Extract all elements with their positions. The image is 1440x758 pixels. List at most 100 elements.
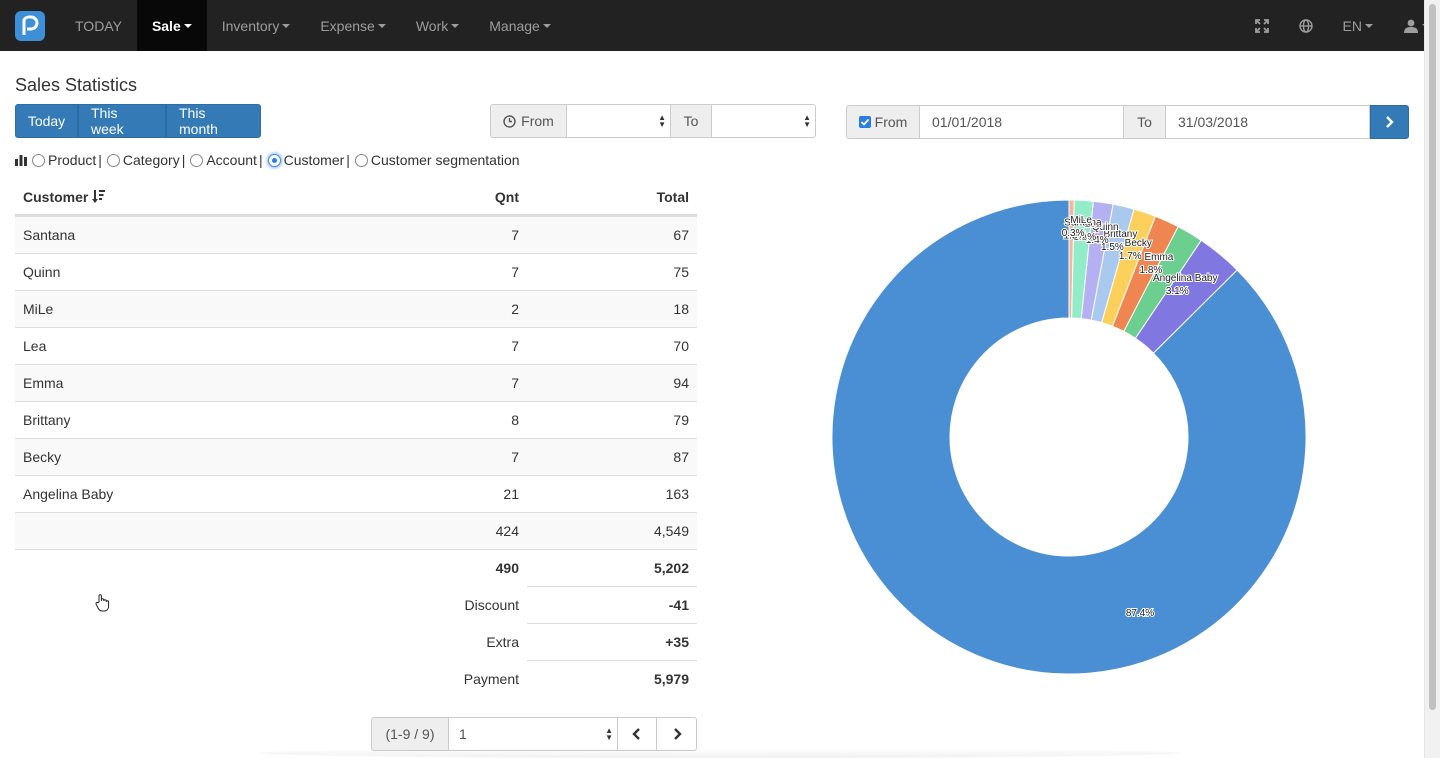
select-arrows-icon: ▲ ▼ xyxy=(658,113,666,129)
date-from-addon[interactable]: From xyxy=(846,105,920,139)
nav-inventory[interactable]: Inventory xyxy=(207,0,306,51)
payment-row: Payment 5,979 xyxy=(15,660,697,697)
date-filter-checkbox[interactable] xyxy=(858,116,871,128)
donut-slice-other[interactable] xyxy=(831,199,1307,675)
discount-value: -41 xyxy=(527,586,697,623)
pagination: (1-9 / 9) 1 ▲ ▼ xyxy=(371,717,697,751)
table-row[interactable]: Emma 7 94 xyxy=(15,364,697,401)
slice-name-label: MiLe xyxy=(1070,215,1092,226)
slice-name-label: Becky xyxy=(1125,238,1152,249)
slice-percent-label: 1.5% xyxy=(1101,242,1124,253)
payment-label: Payment xyxy=(463,670,519,687)
sort-desc-icon xyxy=(92,189,106,203)
table-row[interactable]: Brittany 8 79 xyxy=(15,401,697,438)
slice-percent-label: 1.8% xyxy=(1140,265,1163,276)
date-filter: From 01/01/2018 To 31/03/2018 xyxy=(846,105,1409,139)
nav-manage[interactable]: Manage xyxy=(474,0,566,51)
table-row[interactable]: MiLe 2 18 xyxy=(15,290,697,327)
caret-down-icon xyxy=(282,23,291,28)
group-by-options: Product | Category | Account | Customer | Cu… xyxy=(15,150,520,170)
total-sum: 5,202 xyxy=(653,560,689,576)
qnt-column-header[interactable]: Qnt xyxy=(494,188,519,205)
chevron-left-icon xyxy=(632,728,640,740)
clock-icon xyxy=(503,114,516,128)
slice-percent-label: 0.3% xyxy=(1062,228,1085,239)
payment-value: 5,979 xyxy=(527,660,697,697)
scrollbar-thumb[interactable] xyxy=(1429,4,1436,710)
date-to-addon: To xyxy=(1124,105,1166,139)
language-menu[interactable]: EN xyxy=(1328,0,1388,51)
globe-icon[interactable] xyxy=(1284,0,1328,51)
nav-sale[interactable]: Sale xyxy=(136,0,207,51)
time-from-select[interactable]: ▲ ▼ xyxy=(567,104,671,138)
caret-down-icon xyxy=(183,23,192,28)
slice-percent-label: 87.4% xyxy=(1126,608,1154,619)
table-row[interactable]: Santana 7 67 xyxy=(15,216,697,253)
bar-chart-icon xyxy=(15,155,27,166)
chevron-right-icon xyxy=(1385,116,1394,128)
prev-page-button[interactable] xyxy=(618,717,657,751)
sales-table: Customer Qnt Total Santana 7 67 Quinn 7 75 M… xyxy=(15,179,697,697)
slice-percent-label: 3.1% xyxy=(1166,286,1189,297)
time-to-select[interactable]: ▲ ▼ xyxy=(712,104,816,138)
period-button-group: Today This week This month xyxy=(15,104,261,138)
nav-right: EN xyxy=(1240,0,1440,51)
app-logo[interactable] xyxy=(0,0,60,51)
caret-down-icon xyxy=(377,23,386,28)
slice-percent-label: 1.3% xyxy=(1064,230,1087,241)
donut-slice-mile[interactable] xyxy=(1068,199,1075,319)
slice-name-label: Santana xyxy=(1064,217,1102,228)
apply-date-button[interactable] xyxy=(1370,105,1409,139)
slice-name-label: Lea xyxy=(1084,219,1101,230)
this-week-button[interactable]: This week xyxy=(78,104,166,138)
slice-name-label: Angelina Baby xyxy=(1153,273,1218,284)
discount-row: Discount -41 xyxy=(15,586,697,623)
nav-work[interactable]: Work xyxy=(401,0,474,51)
radio-product[interactable] xyxy=(32,153,45,167)
page-title: Sales Statistics xyxy=(15,75,138,95)
table-total-row: 490 5,202 xyxy=(15,549,697,586)
today-button[interactable]: Today xyxy=(15,104,78,138)
table-row[interactable]: Angelina Baby 21 163 xyxy=(15,475,697,512)
customer-column-header[interactable]: Customer xyxy=(15,189,435,205)
extra-value: +35 xyxy=(527,623,697,660)
table-row[interactable]: Lea 7 70 xyxy=(15,327,697,364)
hand-cursor-icon xyxy=(95,594,110,612)
select-arrows-icon: ▲ ▼ xyxy=(605,726,613,742)
extra-row: Extra +35 xyxy=(15,623,697,660)
chevron-right-icon xyxy=(673,728,682,740)
radio-customer[interactable] xyxy=(267,153,281,167)
slice-percent-label: 1.7% xyxy=(1119,251,1142,262)
user-icon xyxy=(1404,19,1418,33)
slice-percent-label: 1.3% xyxy=(1073,232,1096,243)
radio-category[interactable] xyxy=(106,153,120,167)
next-page-button[interactable] xyxy=(657,717,697,751)
total-column-header[interactable]: Total xyxy=(656,188,689,205)
table-row-other[interactable]: 424 4,549 xyxy=(15,512,697,549)
nav-today[interactable]: TODAY xyxy=(75,17,122,34)
radio-customer-segmentation[interactable] xyxy=(354,153,368,167)
slice-name-label: Quinn xyxy=(1092,222,1119,233)
caret-down-icon xyxy=(542,23,551,28)
caret-down-icon xyxy=(1365,23,1373,28)
date-from-input[interactable]: 01/01/2018 xyxy=(920,105,1124,139)
this-month-button[interactable]: This month xyxy=(166,104,261,138)
vertical-scrollbar[interactable] xyxy=(1424,0,1440,758)
table-header: Customer Qnt Total xyxy=(15,179,697,216)
table-row[interactable]: Quinn 7 75 xyxy=(15,253,697,290)
customer-donut-chart: 87.4% Angelina Baby 3.1% Emma 1.8% Becky 1.7% B… xyxy=(831,199,1307,675)
slice-percent-label: 1.4% xyxy=(1086,235,1109,246)
page-select[interactable]: 1 ▲ ▼ xyxy=(449,717,618,751)
slice-name-label: Brittany xyxy=(1103,229,1137,240)
time-from-addon: From xyxy=(490,104,567,138)
time-to-addon: To xyxy=(671,104,712,138)
app-logo-icon xyxy=(15,10,45,41)
date-to-input[interactable]: 31/03/2018 xyxy=(1166,105,1370,139)
select-arrows-icon: ▲ ▼ xyxy=(803,113,811,129)
slice-name-label: Emma xyxy=(1144,252,1173,263)
nav-expense[interactable]: Expense xyxy=(305,0,400,51)
radio-account[interactable] xyxy=(190,153,204,167)
page-range: (1-9 / 9) xyxy=(371,717,449,751)
expand-icon[interactable] xyxy=(1240,0,1284,51)
table-row[interactable]: Becky 7 87 xyxy=(15,438,697,475)
